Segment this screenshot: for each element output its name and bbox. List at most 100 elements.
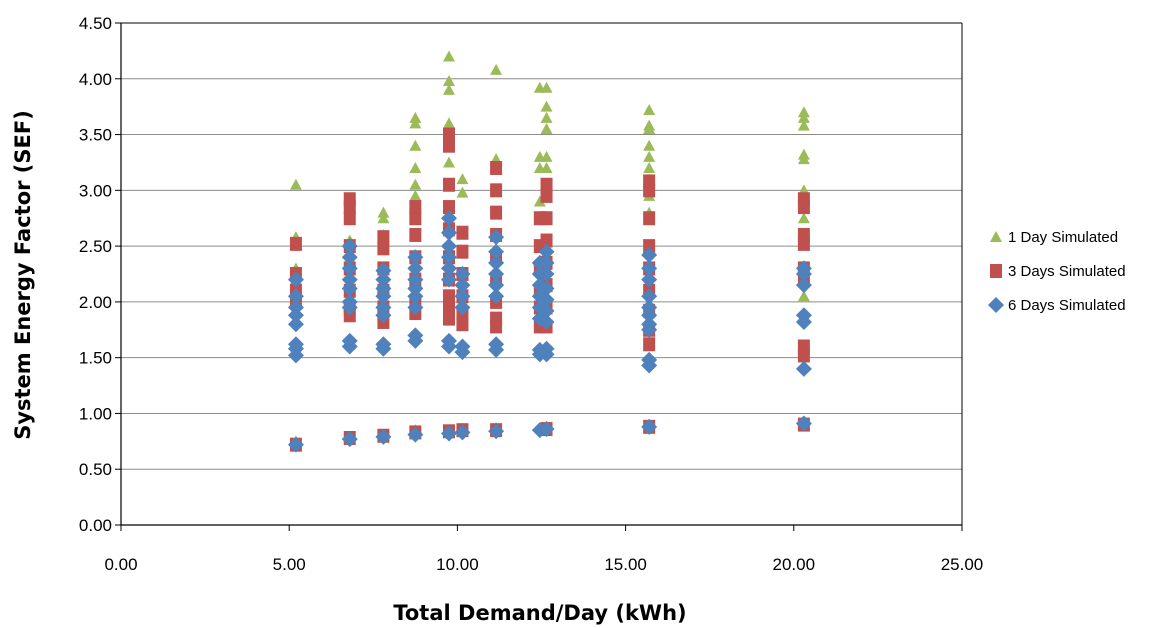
data-point bbox=[454, 277, 471, 294]
data-point bbox=[440, 210, 457, 227]
data-point bbox=[538, 254, 555, 271]
data-point bbox=[442, 156, 455, 168]
x-tick-label: 0.00 bbox=[104, 555, 137, 574]
data-point bbox=[289, 178, 302, 190]
data-point bbox=[287, 307, 304, 324]
data-point bbox=[341, 299, 358, 316]
data-point bbox=[797, 200, 810, 215]
data-point bbox=[797, 236, 810, 251]
x-axis-title: Total Demand/Day (kWh) bbox=[393, 601, 686, 625]
data-point bbox=[795, 266, 812, 282]
data-point bbox=[442, 127, 455, 142]
axes: 0.00 0.50 1.00 1.50 2.00 2.50 3.00 3.50 4.00 4.50… bbox=[79, 14, 983, 574]
data-point bbox=[442, 311, 455, 326]
data-point bbox=[643, 211, 656, 226]
data-point bbox=[407, 271, 424, 288]
data-point bbox=[797, 111, 810, 123]
data-point bbox=[538, 313, 555, 330]
data-point bbox=[797, 153, 810, 165]
data-point bbox=[641, 260, 658, 277]
data-point bbox=[490, 205, 503, 220]
data-point bbox=[440, 224, 457, 241]
data-point bbox=[797, 106, 810, 118]
y-axis-title: System Energy Factor (SEF) bbox=[11, 110, 35, 440]
data-point bbox=[287, 271, 304, 288]
data-point bbox=[795, 277, 812, 294]
legend-marker bbox=[990, 264, 1002, 278]
data-point bbox=[488, 341, 505, 358]
data-point bbox=[643, 162, 656, 174]
data-point bbox=[454, 424, 471, 441]
data-point bbox=[538, 302, 555, 319]
x-tick-label: 25.00 bbox=[941, 555, 984, 574]
data-point bbox=[407, 249, 424, 266]
data-point bbox=[377, 212, 390, 224]
data-point bbox=[795, 415, 812, 432]
data-point bbox=[641, 418, 658, 435]
data-point bbox=[409, 227, 422, 242]
data-point bbox=[456, 244, 469, 259]
data-point bbox=[375, 340, 392, 357]
data-point bbox=[375, 307, 392, 324]
data-point bbox=[341, 338, 358, 355]
data-point bbox=[540, 122, 553, 134]
data-point bbox=[797, 290, 810, 302]
legend-marker bbox=[988, 297, 1004, 313]
data-point bbox=[442, 300, 455, 315]
data-point bbox=[287, 288, 304, 305]
legend-label: 6 Days Simulated bbox=[1008, 297, 1126, 314]
data-point bbox=[488, 288, 505, 305]
data-point bbox=[643, 150, 656, 162]
data-point bbox=[409, 117, 422, 129]
y-tick-label: 4.00 bbox=[79, 70, 112, 89]
x-tick-label: 10.00 bbox=[436, 555, 479, 574]
data-point bbox=[643, 183, 656, 198]
data-point bbox=[797, 348, 810, 363]
data-point bbox=[440, 260, 457, 277]
data-point bbox=[440, 271, 457, 288]
data-point bbox=[538, 280, 555, 297]
data-point bbox=[456, 173, 469, 185]
data-point bbox=[795, 313, 812, 330]
data-point bbox=[341, 260, 358, 277]
data-point bbox=[490, 183, 503, 198]
data-point bbox=[488, 266, 505, 282]
data-point bbox=[409, 139, 422, 151]
data-point bbox=[540, 150, 553, 162]
y-tick-label: 0.00 bbox=[79, 516, 112, 535]
data-point bbox=[409, 178, 422, 190]
data-point bbox=[641, 357, 658, 374]
data-point bbox=[454, 299, 471, 316]
data-point bbox=[440, 425, 457, 442]
y-tick-label: 3.50 bbox=[79, 126, 112, 145]
data-point bbox=[488, 243, 505, 260]
data-point bbox=[641, 307, 658, 324]
y-tick-label: 1.00 bbox=[79, 404, 112, 423]
data-point bbox=[540, 111, 553, 123]
data-point bbox=[440, 238, 457, 255]
data-point bbox=[456, 317, 469, 332]
data-point bbox=[454, 344, 471, 361]
data-point bbox=[409, 162, 422, 174]
data-point bbox=[341, 249, 358, 266]
legend-label: 1 Day Simulated bbox=[1008, 229, 1118, 246]
data-point bbox=[341, 271, 358, 288]
data-point bbox=[795, 360, 812, 377]
data-point bbox=[538, 243, 555, 260]
data-point bbox=[287, 347, 304, 364]
x-tick-label: 15.00 bbox=[604, 555, 647, 574]
data-point bbox=[343, 211, 356, 226]
data-point bbox=[643, 139, 656, 151]
data-point bbox=[442, 117, 455, 129]
data-point bbox=[442, 75, 455, 87]
data-point bbox=[377, 241, 390, 256]
data-point bbox=[375, 288, 392, 305]
legend-label: 3 Days Simulated bbox=[1008, 263, 1126, 280]
data-point bbox=[643, 104, 656, 116]
data-point bbox=[643, 239, 656, 254]
data-point bbox=[540, 211, 553, 226]
y-tick-label: 2.00 bbox=[79, 293, 112, 312]
data-point bbox=[538, 266, 555, 282]
data-point bbox=[488, 229, 505, 246]
